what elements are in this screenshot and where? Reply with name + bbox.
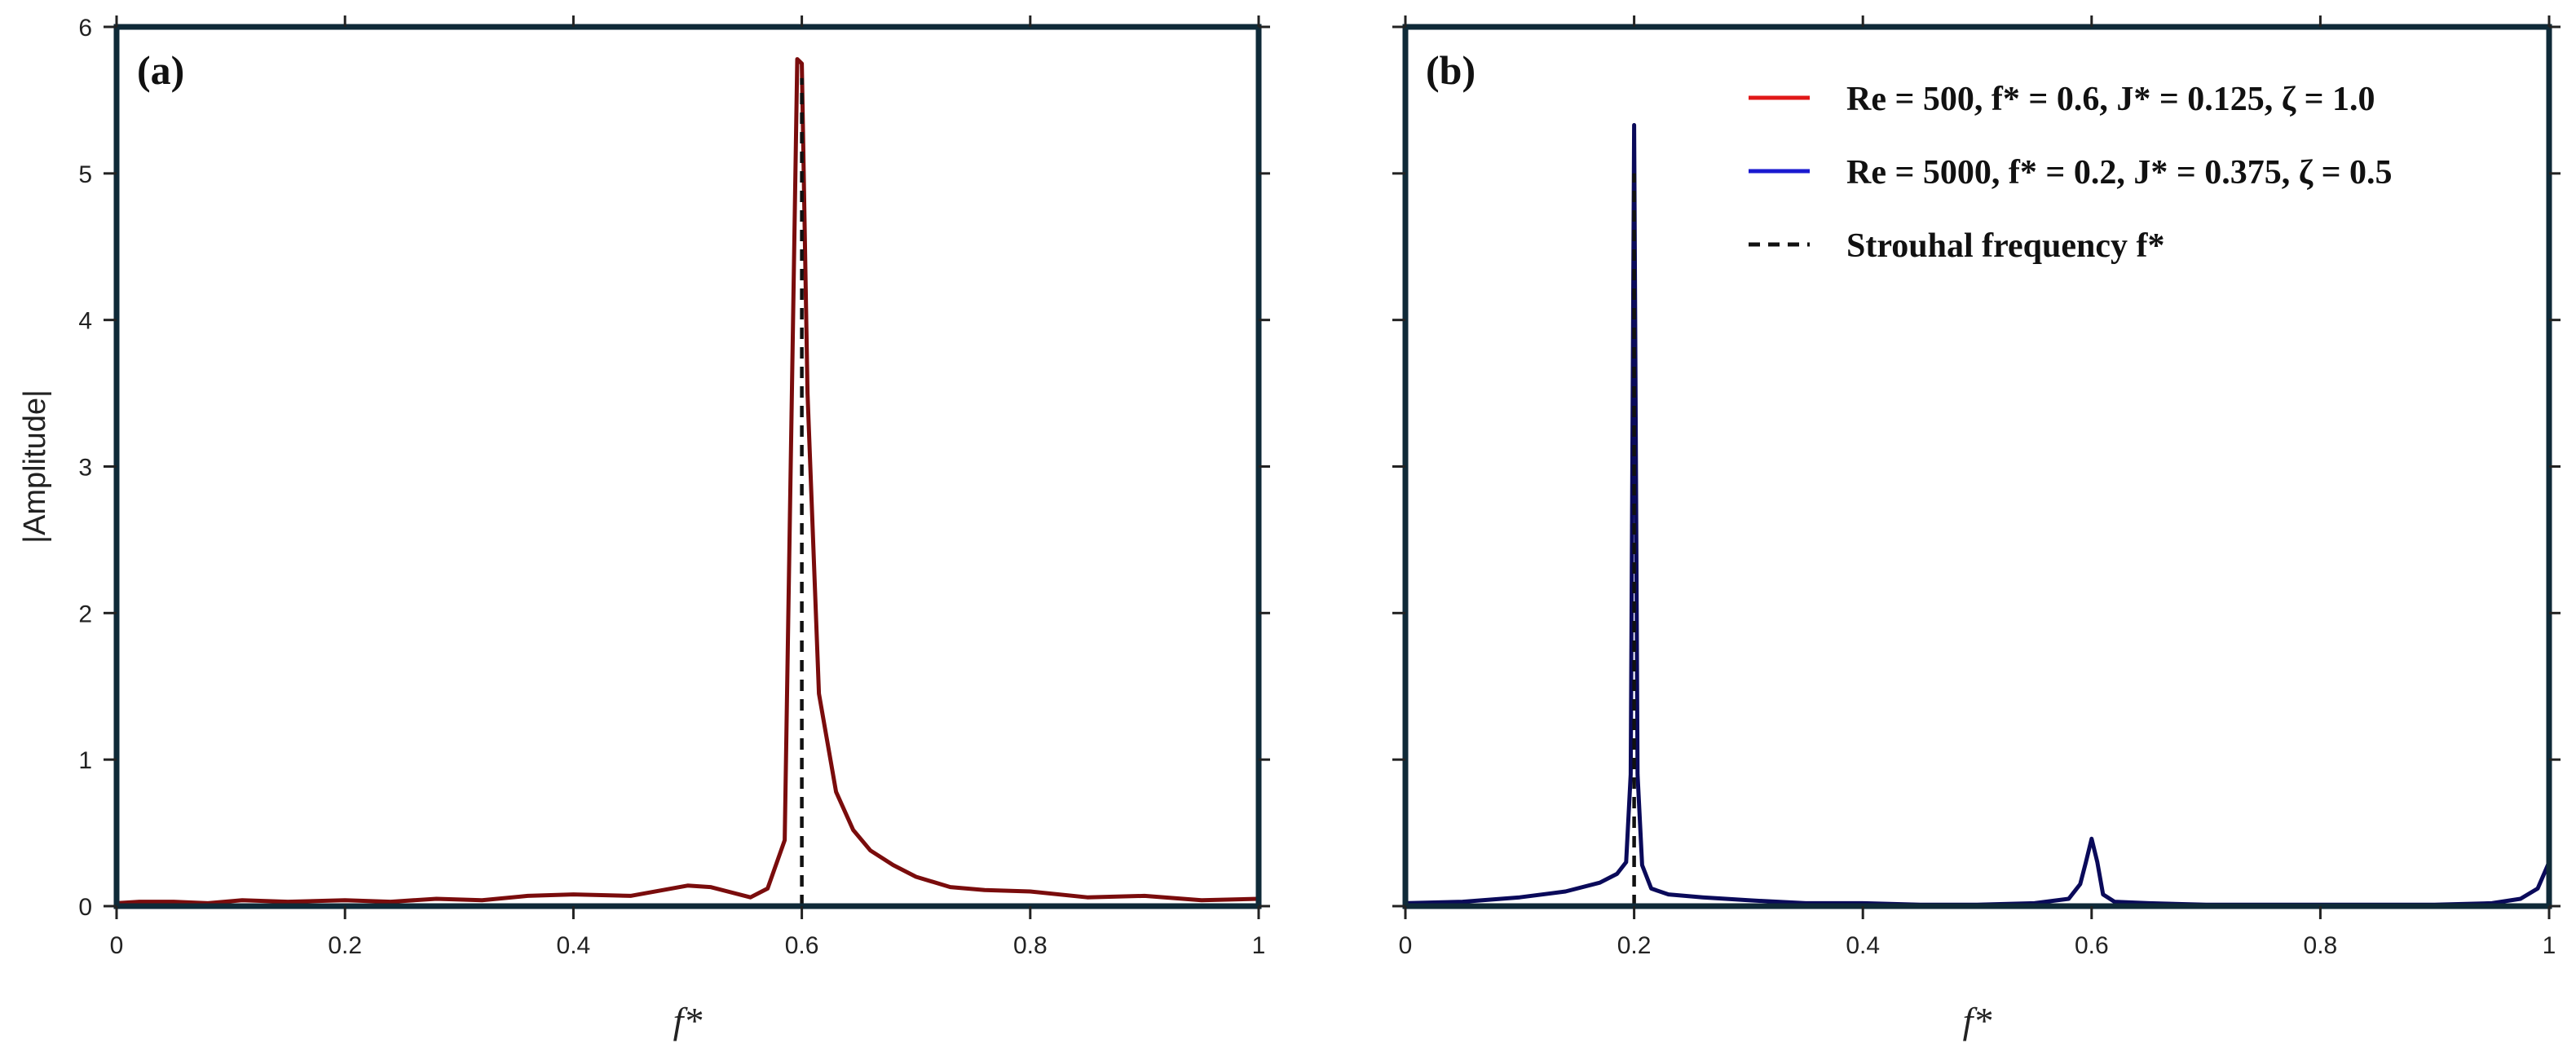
panel-label: (b) [1426,47,1475,93]
y-tick-label: 2 [78,601,92,627]
x-tick-label: 1 [2543,932,2556,959]
x-tick-label: 0.6 [785,932,819,959]
series-line-0 [114,57,1261,905]
legend: Re = 500, f* = 0.6, J* = 0.125, ζ = 1.0 R… [1749,81,2393,265]
legend-label-1: Re = 5000, f* = 0.2, J* = 0.375, ζ = 0.5 [1846,154,2393,191]
x-tick-label: 0.8 [1013,932,1048,959]
x-tick-label: 0.8 [2304,932,2338,959]
y-tick-label: 3 [78,455,92,482]
plot-area [1405,27,2549,906]
y-axis-label: |Amplitude| [18,390,52,544]
legend-label-2: Strouhal frequency f* [1846,227,2164,265]
plot-area [117,27,1259,906]
x-tick-label: 0.2 [328,932,362,959]
legend-label-0: Re = 500, f* = 0.6, J* = 0.125, ζ = 1.0 [1846,81,2375,118]
y-tick-label: 0 [78,894,92,921]
panel-a: 0 0.2 0.4 0.6 0.8 1 0 1 2 3 4 5 6 f* |Amplitude| (a) [18,15,1270,1041]
x-tick-label: 0 [110,932,124,959]
x-tick-label: 1 [1252,932,1266,959]
panel-label: (a) [137,47,184,93]
y-tick-label: 6 [78,15,92,42]
x-tick-label: 0.4 [1846,932,1880,959]
x-axis-label: f* [673,1000,703,1041]
x-tick-label: 0.6 [2075,932,2109,959]
x-tick-label: 0 [1399,932,1413,959]
y-tick-label: 5 [78,161,92,188]
x-tick-label: 0.4 [557,932,591,959]
x-axis-label: f* [1963,1000,1992,1041]
y-tick-label: 1 [78,747,92,774]
panel-b: 0 0.2 0.4 0.6 0.8 1 f* (b) Re = 500, f* = 0.6, J… [1392,15,2561,1041]
y-tick-label: 4 [78,308,92,335]
x-tick-label: 0.2 [1617,932,1652,959]
